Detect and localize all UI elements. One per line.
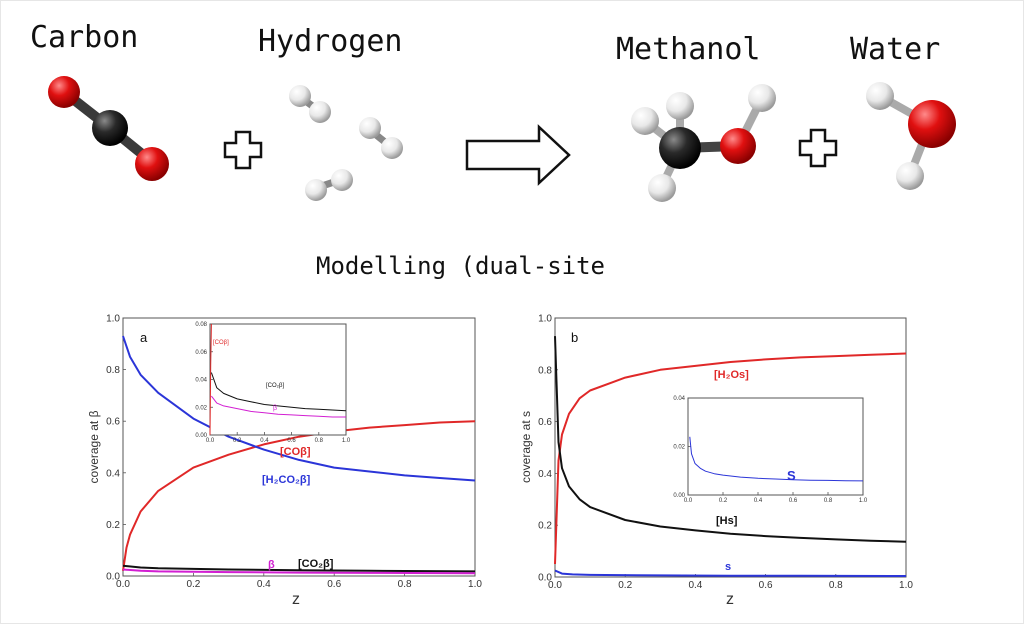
xlabel-b: z (726, 591, 734, 608)
b-x-tick-label: 0.6 (759, 580, 773, 591)
b-inset-x-tick-label: 0.4 (754, 498, 763, 504)
a-x-tick-label: 1.0 (468, 579, 482, 590)
b-x-tick-label: 0.8 (829, 580, 843, 591)
water-label: Water (850, 32, 941, 67)
oxygen-atom (135, 147, 169, 181)
label-h2co2-a: [H₂CO₂β] (262, 474, 311, 486)
a-inset-x-tick-label: 1.0 (342, 438, 351, 444)
methanol-label: Methanol (616, 32, 761, 67)
carbon-atom (92, 110, 128, 146)
a-inset-x-tick-label: 0.6 (287, 438, 296, 444)
a-inset-x-tick-label: 0.0 (206, 438, 215, 444)
a-inset-x-tick-label: 0.8 (315, 438, 324, 444)
a-inset-series-line (209, 323, 212, 436)
hydrogen-label: Hydrogen (258, 24, 403, 59)
a-x-tick-label: 0.4 (257, 579, 271, 590)
label-hs-b: [Hs] (716, 515, 738, 527)
panel-letter-b: b (571, 330, 578, 345)
a-inset-y-tick-label: 0.08 (195, 322, 207, 328)
b-y-tick-label: 0.8 (538, 365, 552, 376)
a-inset-y-tick-label: 0.04 (195, 378, 207, 384)
inset-label-beta-a: β (273, 405, 277, 412)
b-series-line (554, 336, 907, 543)
b-y-tick-label: 1.0 (538, 314, 552, 325)
b-x-tick-label: 0.2 (618, 580, 632, 591)
b-inset-y-tick-label: 0.04 (673, 396, 685, 402)
b-inset-y-tick-label: 0.00 (673, 493, 685, 499)
a-inset-series-line (210, 372, 347, 412)
b-y-tick-label: 0.4 (538, 469, 552, 480)
b-x-tick-label: 0.4 (688, 580, 702, 591)
a-inset-y-tick-label: 0.00 (195, 433, 207, 439)
b-inset-x-tick-label: 0.0 (684, 498, 693, 504)
hydrogen-molecules (289, 85, 403, 201)
ylabel-b: coverage at s (519, 411, 533, 483)
a-series-line (122, 568, 476, 575)
xlabel-a: z (292, 591, 300, 608)
b-inset-x-tick-label: 0.2 (719, 498, 728, 504)
a-series-line (122, 564, 476, 573)
a-inset-y-tick-label: 0.02 (195, 405, 207, 411)
b-inset-x-tick-label: 1.0 (859, 498, 868, 504)
b-y-tick-label: 0.2 (538, 521, 552, 532)
a-y-tick-label: 0.2 (106, 520, 120, 531)
a-inset-series-line (211, 395, 346, 418)
a-series-line (122, 420, 476, 571)
a-y-tick-label: 1.0 (106, 314, 120, 325)
label-h2o-b: [H₂Os] (714, 369, 749, 381)
a-inset-y-tick-label: 0.06 (195, 350, 207, 356)
b-inset-series-line (689, 436, 864, 482)
panel-letter-a: a (140, 330, 148, 345)
b-y-tick-label: 0.6 (538, 417, 552, 428)
a-x-tick-label: 0.2 (186, 579, 200, 590)
b-x-tick-label: 1.0 (899, 580, 913, 591)
a-y-tick-label: 0.4 (106, 468, 120, 479)
reaction-arrow-icon (465, 124, 571, 186)
chart-a: 0.0 0.2 0.4 0.6 0.8 1.0 0.0 0.2 0.4 0.6 0.8 1.0 0.0… (87, 314, 482, 609)
plus-icon (223, 130, 263, 170)
b-inset-y-tick-label: 0.02 (673, 445, 685, 451)
inset-label-co2-a: [CO₂β] (266, 383, 284, 389)
label-s-b: s (725, 561, 731, 573)
inset-label-s-b: S (787, 468, 796, 483)
caption: Modelling (dual-site (316, 252, 605, 280)
b-inset-x-tick-label: 0.8 (824, 498, 833, 504)
label-beta-a: β (268, 559, 275, 571)
a-y-tick-label: 0.0 (106, 572, 120, 583)
a-inset-x-tick-label: 0.2 (233, 438, 242, 444)
label-co2-a: [CO₂β] (298, 558, 334, 570)
a-x-tick-label: 0.6 (327, 579, 341, 590)
inset-frame-a (209, 323, 347, 436)
a-y-tick-label: 0.6 (106, 417, 120, 428)
a-x-tick-label: 0.0 (116, 579, 130, 590)
label-co-a: [COβ] (280, 446, 311, 458)
ylabel-a: coverage at β (87, 410, 101, 483)
chart-b: 0.0 0.2 0.4 0.6 0.8 1.0 0.0 0.2 0.4 0.6 0.8 1.0 0.0… (519, 314, 913, 609)
b-series-line (554, 352, 907, 565)
b-x-tick-label: 0.0 (548, 580, 562, 591)
a-inset-x-tick-label: 0.4 (260, 438, 269, 444)
methanol-molecule (631, 84, 776, 202)
carbon-label: Carbon (30, 20, 139, 55)
co2-molecule (48, 76, 169, 181)
oxygen-atom (48, 76, 80, 108)
inset-label-co-a: [COβ] (213, 340, 229, 346)
a-y-tick-label: 0.8 (106, 365, 120, 376)
a-series-line (122, 335, 476, 482)
a-x-tick-label: 0.8 (398, 579, 412, 590)
b-inset-x-tick-label: 0.6 (789, 498, 798, 504)
plus-icon (798, 128, 838, 168)
b-y-tick-label: 0.0 (538, 573, 552, 584)
water-molecule (866, 82, 956, 190)
b-series-line (554, 569, 907, 577)
